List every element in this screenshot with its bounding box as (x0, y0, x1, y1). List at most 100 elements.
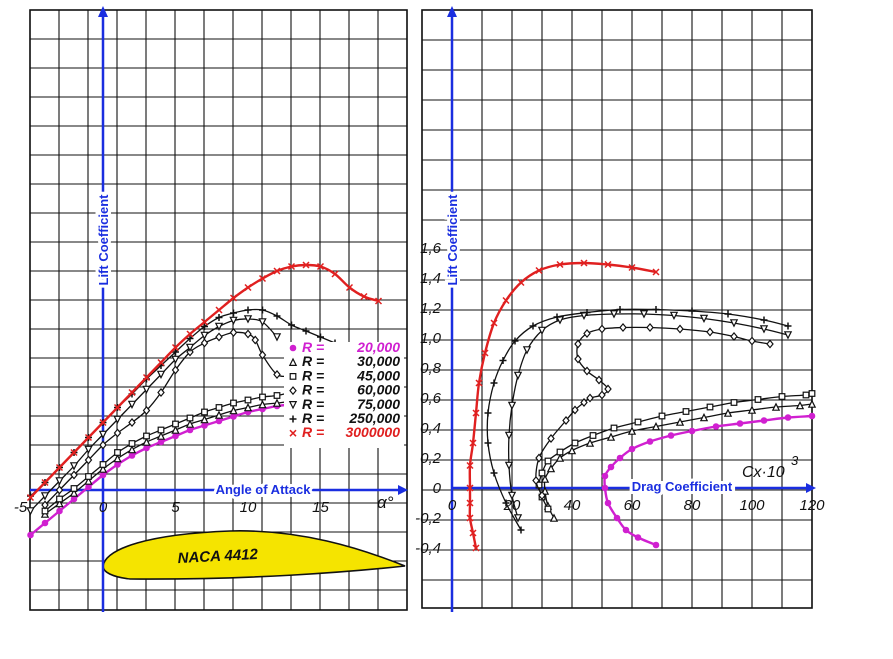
right-x-tick-label: 0 (448, 497, 457, 514)
legend-label: R = (302, 339, 324, 355)
right-data-point (783, 331, 793, 340)
right-x-axis-title: Drag Coefficient (632, 479, 733, 494)
left-data-point (215, 417, 223, 425)
left-series-line (29, 403, 307, 536)
left-data-point (230, 309, 237, 317)
right-data-point (538, 469, 546, 477)
left-data-point (200, 331, 209, 341)
right-data-point (699, 412, 709, 422)
left-data-point (251, 335, 260, 345)
left-data-point (185, 419, 195, 428)
right-data-point (544, 505, 552, 513)
right-y-axis-arrow (447, 6, 457, 17)
legend-label: R = (302, 382, 324, 398)
right-data-point (504, 431, 514, 441)
right-data-point (490, 469, 498, 477)
right-y-tick-label: 0,2 (420, 450, 442, 467)
left-data-point (259, 393, 266, 401)
left-data-point (114, 461, 121, 468)
right-data-point (760, 417, 768, 424)
left-x-tick-label: 10 (240, 499, 257, 516)
airfoil-shape (102, 530, 406, 580)
left-x-tick-label: -5 (14, 499, 28, 516)
right-data-point (466, 499, 474, 507)
right-data-point (484, 439, 492, 447)
angle-unit-symbol: α° (377, 493, 394, 512)
right-data-point (760, 316, 768, 324)
right-data-point (555, 316, 565, 325)
right-data-point (682, 408, 690, 415)
left-data-point (172, 432, 179, 440)
left-data-point (113, 403, 122, 412)
right-data-point (595, 375, 603, 385)
left-data-point (230, 399, 237, 407)
left-data-point (70, 448, 78, 457)
right-data-point (535, 453, 543, 463)
right-x-tick-label: 40 (564, 497, 581, 514)
left-data-point (215, 314, 223, 321)
right-data-point (619, 322, 627, 333)
right-data-point (766, 339, 774, 349)
right-data-point (748, 336, 756, 346)
right-data-point (607, 463, 615, 471)
right-x-tick-label: 120 (799, 497, 825, 514)
left-grid (29, 9, 408, 611)
left-data-point (55, 498, 64, 508)
right-series-3 (532, 322, 774, 501)
right-data-point (667, 432, 675, 439)
right-data-point (583, 366, 591, 376)
drag-unit-label: Cx·10 (742, 464, 785, 481)
left-data-point (127, 400, 137, 410)
left-data-point (56, 507, 63, 515)
left-data-point (41, 519, 49, 527)
right-data-point (544, 457, 552, 465)
right-data-point (517, 526, 525, 534)
left-data-point (114, 449, 121, 456)
left-x-tick-label: 5 (171, 499, 180, 516)
left-data-point (374, 297, 383, 305)
left-data-point (56, 495, 63, 503)
right-y-tick-label: 1,6 (420, 240, 442, 257)
right-data-point (507, 491, 517, 501)
right-data-point (574, 354, 582, 364)
right-y-tick-label: -0,4 (415, 540, 441, 557)
legend-value: 3000000 (345, 424, 400, 440)
right-data-point (504, 461, 514, 471)
right-data-point (580, 397, 588, 408)
left-series-4 (26, 315, 282, 516)
right-data-point (583, 328, 591, 339)
left-series-1 (40, 396, 311, 518)
right-data-point (532, 475, 540, 486)
left-data-point (185, 343, 195, 353)
right-data-point (676, 324, 684, 334)
left-data-point (258, 318, 267, 327)
right-data-point (616, 454, 624, 462)
left-data-point (201, 408, 208, 416)
left-data-point (143, 444, 150, 452)
left-x-tick-labels: -5 0 5 10 15 (14, 499, 330, 516)
right-data-point (586, 393, 594, 403)
left-data-point (99, 471, 107, 479)
legend-value: 60,000 (357, 382, 400, 398)
right-data-point (808, 412, 816, 420)
right-data-point (604, 384, 612, 394)
right-data-point (754, 396, 762, 403)
right-data-point (606, 432, 616, 441)
left-data-point (244, 306, 252, 314)
left-data-point (215, 404, 223, 411)
right-series-1 (540, 399, 817, 522)
right-data-point (490, 319, 498, 327)
drag-unit-exponent: 3 (791, 453, 799, 468)
right-data-point (598, 390, 606, 400)
right-data-point (688, 427, 696, 435)
left-data-point (186, 330, 194, 338)
right-data-point (547, 433, 555, 444)
right-frame (421, 9, 813, 609)
left-x-axis-arrow (398, 485, 408, 495)
right-data-point (499, 357, 507, 364)
left-data-point (200, 318, 209, 326)
right-data-point (517, 278, 525, 287)
right-data-point (651, 421, 661, 431)
left-data-point (273, 369, 281, 380)
left-data-point (201, 323, 208, 330)
